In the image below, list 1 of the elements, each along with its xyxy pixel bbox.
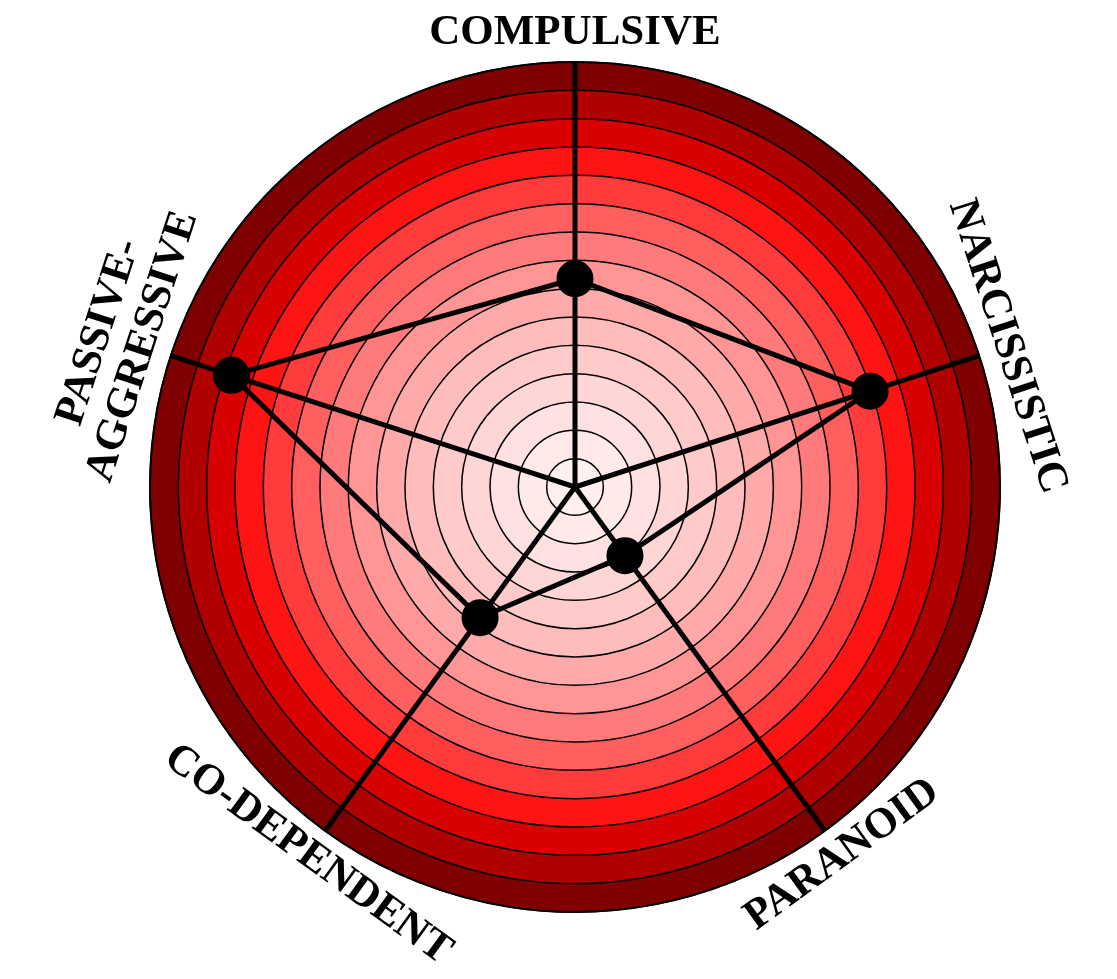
spoke-label: COMPULSIVE (429, 5, 721, 53)
